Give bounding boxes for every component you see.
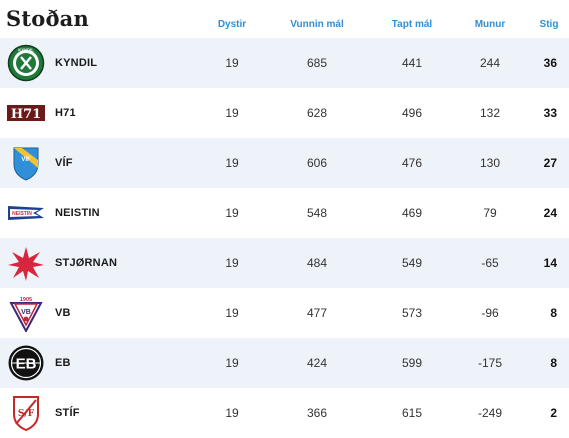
diff-cell: 79 bbox=[483, 206, 497, 220]
goals-for-cell: 424 bbox=[306, 356, 328, 370]
svg-text:NEISTIN: NEISTIN bbox=[12, 211, 32, 217]
table-row[interactable]: H71 H71 19 628 496 132 33 bbox=[0, 88, 569, 138]
played-cell: 19 bbox=[225, 306, 239, 320]
vb-logo: 1905 VB bbox=[6, 294, 46, 332]
played-cell: 19 bbox=[225, 406, 239, 420]
diff-cell: -175 bbox=[477, 356, 503, 370]
table-row[interactable]: VÍF VÍF 19 606 476 130 27 bbox=[0, 138, 569, 188]
goals-against-cell: 599 bbox=[401, 356, 423, 370]
page-title: Stoðan bbox=[6, 6, 89, 31]
points-cell: 27 bbox=[543, 156, 557, 170]
goals-for-cell: 685 bbox=[306, 56, 328, 70]
goals-for-cell: 628 bbox=[306, 106, 328, 120]
column-header-goals-against: Tapt mál bbox=[391, 19, 433, 30]
goals-against-cell: 496 bbox=[401, 106, 423, 120]
goals-against-cell: 441 bbox=[401, 56, 423, 70]
svg-text:1905: 1905 bbox=[20, 297, 32, 303]
svg-text:KYNDIL: KYNDIL bbox=[18, 47, 34, 52]
diff-cell: -96 bbox=[481, 306, 499, 320]
svg-text:VÍF: VÍF bbox=[21, 155, 31, 163]
goals-against-cell: 476 bbox=[401, 156, 423, 170]
team-name[interactable]: H71 bbox=[55, 107, 76, 119]
points-cell: 33 bbox=[543, 106, 557, 120]
goals-for-cell: 484 bbox=[306, 256, 328, 270]
team-name[interactable]: KYNDIL bbox=[55, 57, 98, 69]
table-row[interactable]: S/F STÍF 19 366 615 -249 2 bbox=[0, 388, 569, 438]
table-row[interactable]: EB EB 19 424 599 -175 8 bbox=[0, 338, 569, 388]
goals-against-cell: 469 bbox=[401, 206, 423, 220]
diff-cell: 132 bbox=[479, 106, 501, 120]
team-name[interactable]: STJØRNAN bbox=[55, 257, 118, 269]
team-name[interactable]: NEISTIN bbox=[55, 207, 100, 219]
vif-logo: VÍF bbox=[6, 144, 46, 182]
points-cell: 14 bbox=[543, 256, 557, 270]
svg-text:S/F: S/F bbox=[18, 409, 35, 419]
points-cell: 8 bbox=[550, 306, 557, 320]
team-name[interactable]: STÍF bbox=[55, 407, 80, 419]
table-row[interactable]: NEISTIN NEISTIN 19 548 469 79 24 bbox=[0, 188, 569, 238]
goals-against-cell: 549 bbox=[401, 256, 423, 270]
svg-text:VB: VB bbox=[21, 309, 31, 316]
column-header-diff: Munur bbox=[474, 19, 506, 30]
played-cell: 19 bbox=[225, 256, 239, 270]
goals-for-cell: 548 bbox=[306, 206, 328, 220]
goals-for-cell: 366 bbox=[306, 406, 328, 420]
points-cell: 36 bbox=[543, 56, 557, 70]
points-cell: 24 bbox=[543, 206, 557, 220]
table-row[interactable]: 1905 VB VB 19 477 573 -96 8 bbox=[0, 288, 569, 338]
svg-text:H71: H71 bbox=[11, 107, 41, 122]
goals-for-cell: 606 bbox=[306, 156, 328, 170]
team-name[interactable]: VB bbox=[55, 307, 71, 319]
table-row[interactable]: KYNDIL KYNDIL 19 685 441 244 36 bbox=[0, 38, 569, 88]
points-cell: 2 bbox=[550, 406, 557, 420]
h71-logo: H71 bbox=[6, 94, 46, 132]
column-header-played: Dystir bbox=[217, 19, 247, 30]
goals-against-cell: 573 bbox=[401, 306, 423, 320]
goals-for-cell: 477 bbox=[306, 306, 328, 320]
played-cell: 19 bbox=[225, 56, 239, 70]
eb-logo: EB bbox=[6, 344, 46, 382]
played-cell: 19 bbox=[225, 206, 239, 220]
svg-text:EB: EB bbox=[16, 356, 37, 373]
played-cell: 19 bbox=[225, 356, 239, 370]
diff-cell: 244 bbox=[479, 56, 501, 70]
column-header-goals-for: Vunnin mál bbox=[290, 19, 344, 30]
column-header-points: Stig bbox=[539, 19, 559, 30]
kyndil-logo: KYNDIL bbox=[6, 44, 46, 82]
diff-cell: -65 bbox=[481, 256, 499, 270]
diff-cell: 130 bbox=[479, 156, 501, 170]
goals-against-cell: 615 bbox=[401, 406, 423, 420]
stjornan-logo bbox=[6, 244, 46, 282]
diff-cell: -249 bbox=[477, 406, 503, 420]
table-row[interactable]: STJØRNAN 19 484 549 -65 14 bbox=[0, 238, 569, 288]
played-cell: 19 bbox=[225, 156, 239, 170]
stif-logo: S/F bbox=[6, 394, 46, 432]
table-header: Stoðan Dystir Vunnin mál Tapt mál Munur … bbox=[0, 0, 569, 38]
team-name[interactable]: VÍF bbox=[55, 157, 73, 169]
team-name[interactable]: EB bbox=[55, 357, 71, 369]
neistin-logo: NEISTIN bbox=[6, 194, 46, 232]
points-cell: 8 bbox=[550, 356, 557, 370]
played-cell: 19 bbox=[225, 106, 239, 120]
